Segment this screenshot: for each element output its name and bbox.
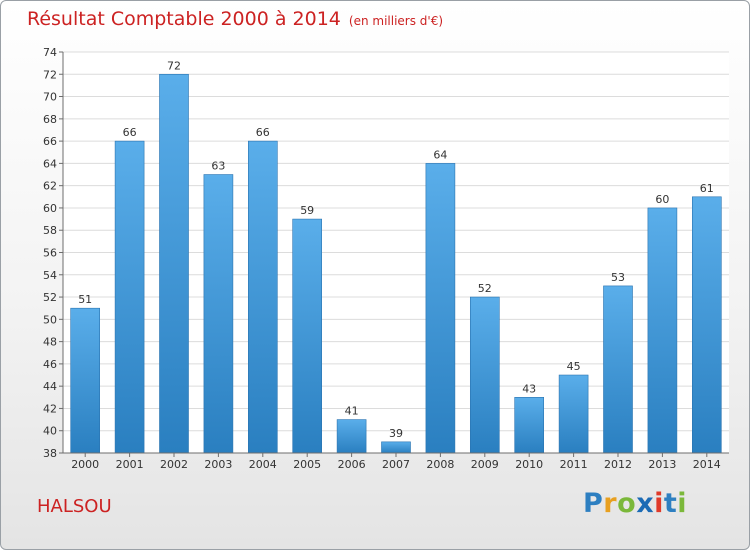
x-tick-label: 2008	[426, 458, 454, 471]
bar	[381, 441, 411, 454]
x-tick-label: 2013	[648, 458, 676, 471]
data-label: 41	[345, 405, 359, 418]
y-tick-label: 42	[43, 402, 57, 415]
data-label: 63	[211, 160, 225, 173]
y-tick-label: 38	[43, 447, 57, 460]
y-tick-label: 74	[43, 46, 57, 59]
data-label: 60	[655, 193, 669, 206]
chart-subtitle: (en milliers d'€)	[348, 14, 444, 28]
y-tick-label: 50	[43, 313, 57, 326]
bar	[336, 419, 367, 454]
y-axis-ticks: 38 40 42 44 46 48 50 52 54 56 58 60 62 64 66 68 70 72 74	[43, 46, 63, 460]
x-tick-label: 2012	[604, 458, 632, 471]
logo-letter: r	[603, 488, 618, 519]
y-tick-label: 54	[43, 269, 57, 282]
x-tick-label: 2000	[71, 458, 99, 471]
bar	[514, 397, 545, 454]
bar	[558, 374, 589, 454]
x-tick-label: 2004	[249, 458, 277, 471]
bar	[114, 140, 145, 454]
bar	[292, 218, 323, 454]
y-tick-label: 40	[43, 425, 57, 438]
proxiti-logo: Proxiti	[583, 488, 687, 519]
bar	[159, 73, 189, 454]
x-axis-ticks: 2000 2001 2002 2003 2004 2005 2006 2007 2008 2009…	[71, 453, 721, 471]
data-label: 51	[78, 293, 92, 306]
bar	[203, 174, 234, 454]
bar	[425, 163, 456, 454]
y-tick-label: 72	[43, 68, 57, 81]
bar	[248, 140, 278, 454]
y-tick-label: 48	[43, 336, 57, 349]
logo-letter: t	[663, 488, 678, 519]
data-label: 43	[522, 382, 536, 395]
logo-letter: P	[583, 488, 604, 519]
bar	[70, 307, 100, 454]
x-tick-label: 2003	[204, 458, 232, 471]
y-tick-label: 66	[43, 135, 57, 148]
x-tick-label: 2005	[293, 458, 321, 471]
commune-name: HALSOU	[37, 496, 112, 517]
data-labels: 51 66 72 63 66 59 41 39 64 52 43 45 53 60 61	[78, 59, 714, 440]
x-tick-label: 2006	[338, 458, 366, 471]
y-tick-label: 60	[43, 202, 57, 215]
x-tick-label: 2002	[160, 458, 188, 471]
data-label: 53	[611, 271, 625, 284]
y-tick-label: 52	[43, 291, 57, 304]
bar	[603, 285, 633, 454]
data-label: 61	[700, 182, 714, 195]
bar	[647, 207, 678, 454]
logo-letter: i	[654, 488, 664, 519]
y-tick-label: 70	[43, 91, 57, 104]
data-label: 39	[389, 427, 403, 440]
x-tick-label: 2009	[471, 458, 499, 471]
y-tick-label: 46	[43, 358, 57, 371]
logo-letter: o	[617, 488, 637, 519]
y-tick-label: 62	[43, 180, 57, 193]
y-tick-label: 56	[43, 247, 57, 260]
bars	[70, 73, 722, 454]
data-label: 66	[256, 126, 270, 139]
chart-title-text: Résultat Comptable 2000 à 2014	[27, 8, 341, 30]
bar	[469, 296, 500, 454]
x-tick-label: 2001	[116, 458, 144, 471]
data-label: 66	[123, 126, 137, 139]
chart-title: Résultat Comptable 2000 à 2014 (en millie…	[27, 8, 443, 30]
logo-letter: i	[677, 488, 688, 519]
x-tick-label: 2014	[693, 458, 721, 471]
data-label: 45	[567, 360, 581, 373]
logo-letter: x	[636, 488, 655, 519]
x-tick-label: 2010	[515, 458, 543, 471]
data-label: 52	[478, 282, 492, 295]
y-tick-label: 64	[43, 157, 57, 170]
y-tick-label: 68	[43, 113, 57, 126]
y-tick-label: 44	[43, 380, 57, 393]
bar	[691, 196, 722, 454]
y-tick-label: 58	[43, 224, 57, 237]
data-label: 64	[433, 148, 447, 161]
data-label: 72	[167, 59, 181, 72]
x-tick-label: 2007	[382, 458, 410, 471]
data-label: 59	[300, 204, 314, 217]
x-tick-label: 2011	[560, 458, 588, 471]
